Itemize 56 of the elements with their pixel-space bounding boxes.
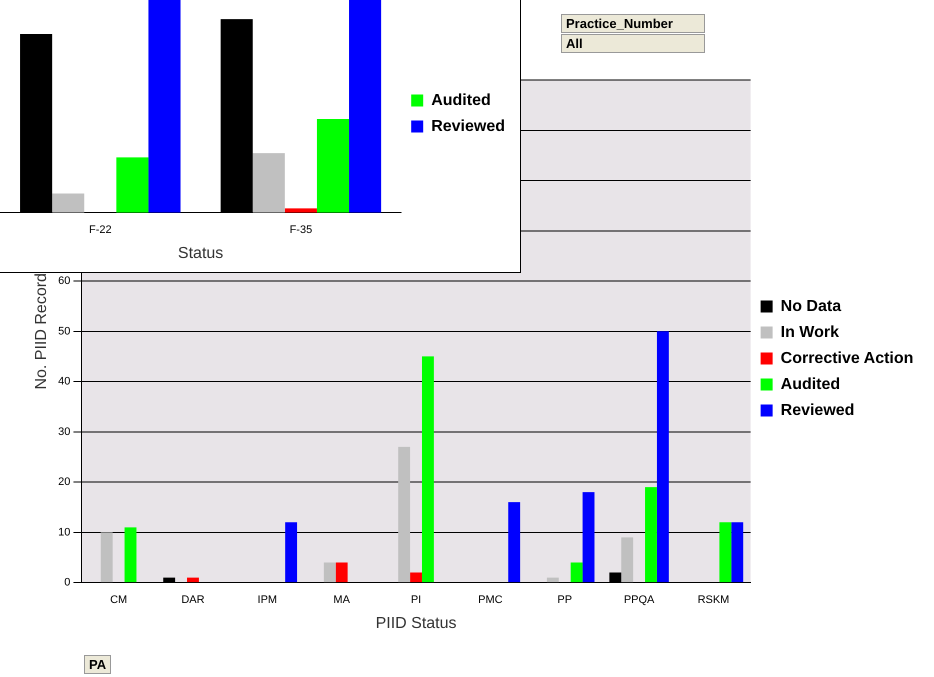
bar (52, 193, 84, 213)
legend-label: Audited (431, 92, 491, 109)
y-tick-label: 40 (58, 376, 70, 388)
x-tick-label: PPQA (624, 594, 656, 606)
legend-label: Reviewed (431, 118, 505, 135)
text: PA (84, 655, 112, 674)
bar (284, 208, 317, 213)
x-tick-label: F-22 (88, 224, 112, 236)
x-tick-label: DAR (181, 594, 205, 606)
y-tick-label: 0 (64, 576, 70, 589)
legend-label: Audited (780, 376, 840, 393)
bar (148, 0, 181, 213)
x-tick-label: PMC (478, 594, 503, 606)
legend-label: No Data (780, 298, 842, 315)
bar (124, 527, 136, 582)
legend-label: In Work (780, 324, 840, 341)
bar (116, 157, 148, 213)
bar (316, 119, 350, 213)
bar (100, 532, 113, 582)
bar (621, 537, 634, 582)
x-tick-label: IPM (258, 594, 278, 606)
bar (410, 572, 422, 582)
y-tick-label: 50 (58, 325, 70, 338)
bar (546, 578, 559, 582)
bar (187, 578, 199, 582)
x-tick-label: F-35 (290, 224, 312, 236)
bar (422, 356, 434, 582)
y-tick-label: 60 (58, 275, 70, 288)
bar (570, 562, 583, 582)
bar (582, 492, 594, 582)
y-tick-label: 20 (58, 476, 70, 488)
bar (336, 562, 348, 582)
bar (349, 0, 382, 213)
bar (398, 446, 410, 582)
bar (731, 522, 744, 582)
bar (285, 522, 298, 582)
x-axis-title: PIID Status (376, 614, 456, 632)
bar (252, 153, 285, 213)
x-tick-label: RSKM (698, 594, 730, 606)
y-tick-label: 10 (58, 526, 70, 538)
bar (324, 562, 336, 582)
bar (645, 487, 657, 582)
y-tick-label: 30 (58, 426, 70, 438)
bar (656, 331, 669, 582)
legend-label: Corrective Action (780, 350, 914, 367)
x-axis-title: Status (178, 244, 224, 262)
bar (719, 522, 732, 582)
bar (508, 502, 520, 582)
x-tick-label: PP (557, 594, 572, 606)
legend-label: Reviewed (780, 402, 854, 419)
x-tick-label: PI (410, 594, 422, 606)
text: Practice_Number (561, 14, 705, 33)
x-tick-label: CM (110, 594, 128, 606)
y-axis-title: No. PIID Record (33, 273, 50, 390)
x-tick-label: MA (333, 594, 351, 606)
text: All (561, 34, 705, 53)
